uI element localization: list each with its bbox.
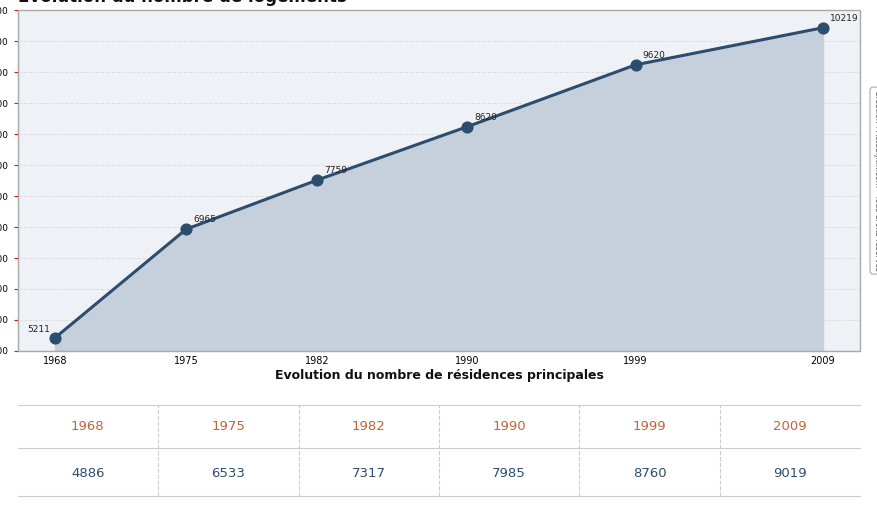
Text: 6533: 6533 [211,466,245,480]
Text: 8620: 8620 [474,113,496,122]
Text: 5211: 5211 [27,325,50,334]
Text: Evolution du nombre de logements: Evolution du nombre de logements [18,0,346,6]
Point [815,24,829,32]
Text: 10219: 10219 [829,14,858,23]
Text: 1968: 1968 [71,420,104,433]
Text: 1999: 1999 [632,420,666,433]
Text: 9019: 9019 [773,466,806,480]
Text: 1982: 1982 [352,420,385,433]
Text: 7759: 7759 [324,166,346,175]
Point [628,61,642,69]
Text: 2009: 2009 [773,420,806,433]
Text: Evolution du nombre de résidences principales: Evolution du nombre de résidences princi… [275,369,602,382]
Text: 4886: 4886 [71,466,104,480]
Text: 1990: 1990 [492,420,525,433]
Text: 7985: 7985 [492,466,525,480]
Text: 6965: 6965 [193,215,216,224]
Text: 1975: 1975 [211,420,245,433]
Point [460,123,474,131]
Text: Création : Actualjitix.com - Tous droits réservés: Création : Actualjitix.com - Tous droits… [872,90,877,271]
Point [310,176,324,184]
Text: 7317: 7317 [352,466,385,480]
Text: 9620: 9620 [642,51,665,60]
Point [48,334,62,342]
Text: 8760: 8760 [632,466,666,480]
Point [179,225,193,233]
